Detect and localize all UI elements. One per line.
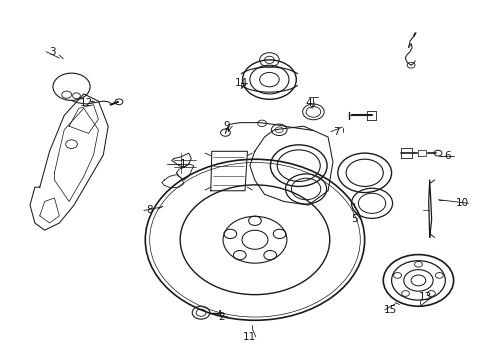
Text: 9: 9 xyxy=(223,121,230,131)
Text: 4: 4 xyxy=(305,98,312,108)
Polygon shape xyxy=(176,164,194,180)
Polygon shape xyxy=(418,150,426,156)
Text: 14: 14 xyxy=(235,78,248,88)
Polygon shape xyxy=(172,153,191,167)
Text: 12: 12 xyxy=(79,98,93,108)
Text: 6: 6 xyxy=(444,150,451,161)
Polygon shape xyxy=(250,126,333,205)
Polygon shape xyxy=(162,175,184,188)
Text: 11: 11 xyxy=(243,332,256,342)
Text: 15: 15 xyxy=(384,305,397,315)
Text: 7: 7 xyxy=(334,127,340,136)
Polygon shape xyxy=(367,111,376,120)
Polygon shape xyxy=(401,148,412,158)
Text: 1: 1 xyxy=(180,159,186,169)
Text: 3: 3 xyxy=(49,46,55,57)
Polygon shape xyxy=(30,94,108,230)
Text: 2: 2 xyxy=(219,312,225,322)
Text: 5: 5 xyxy=(352,215,358,224)
Text: 10: 10 xyxy=(456,198,469,208)
Text: 13: 13 xyxy=(419,292,432,302)
Polygon shape xyxy=(211,151,247,191)
Text: 8: 8 xyxy=(147,206,153,216)
